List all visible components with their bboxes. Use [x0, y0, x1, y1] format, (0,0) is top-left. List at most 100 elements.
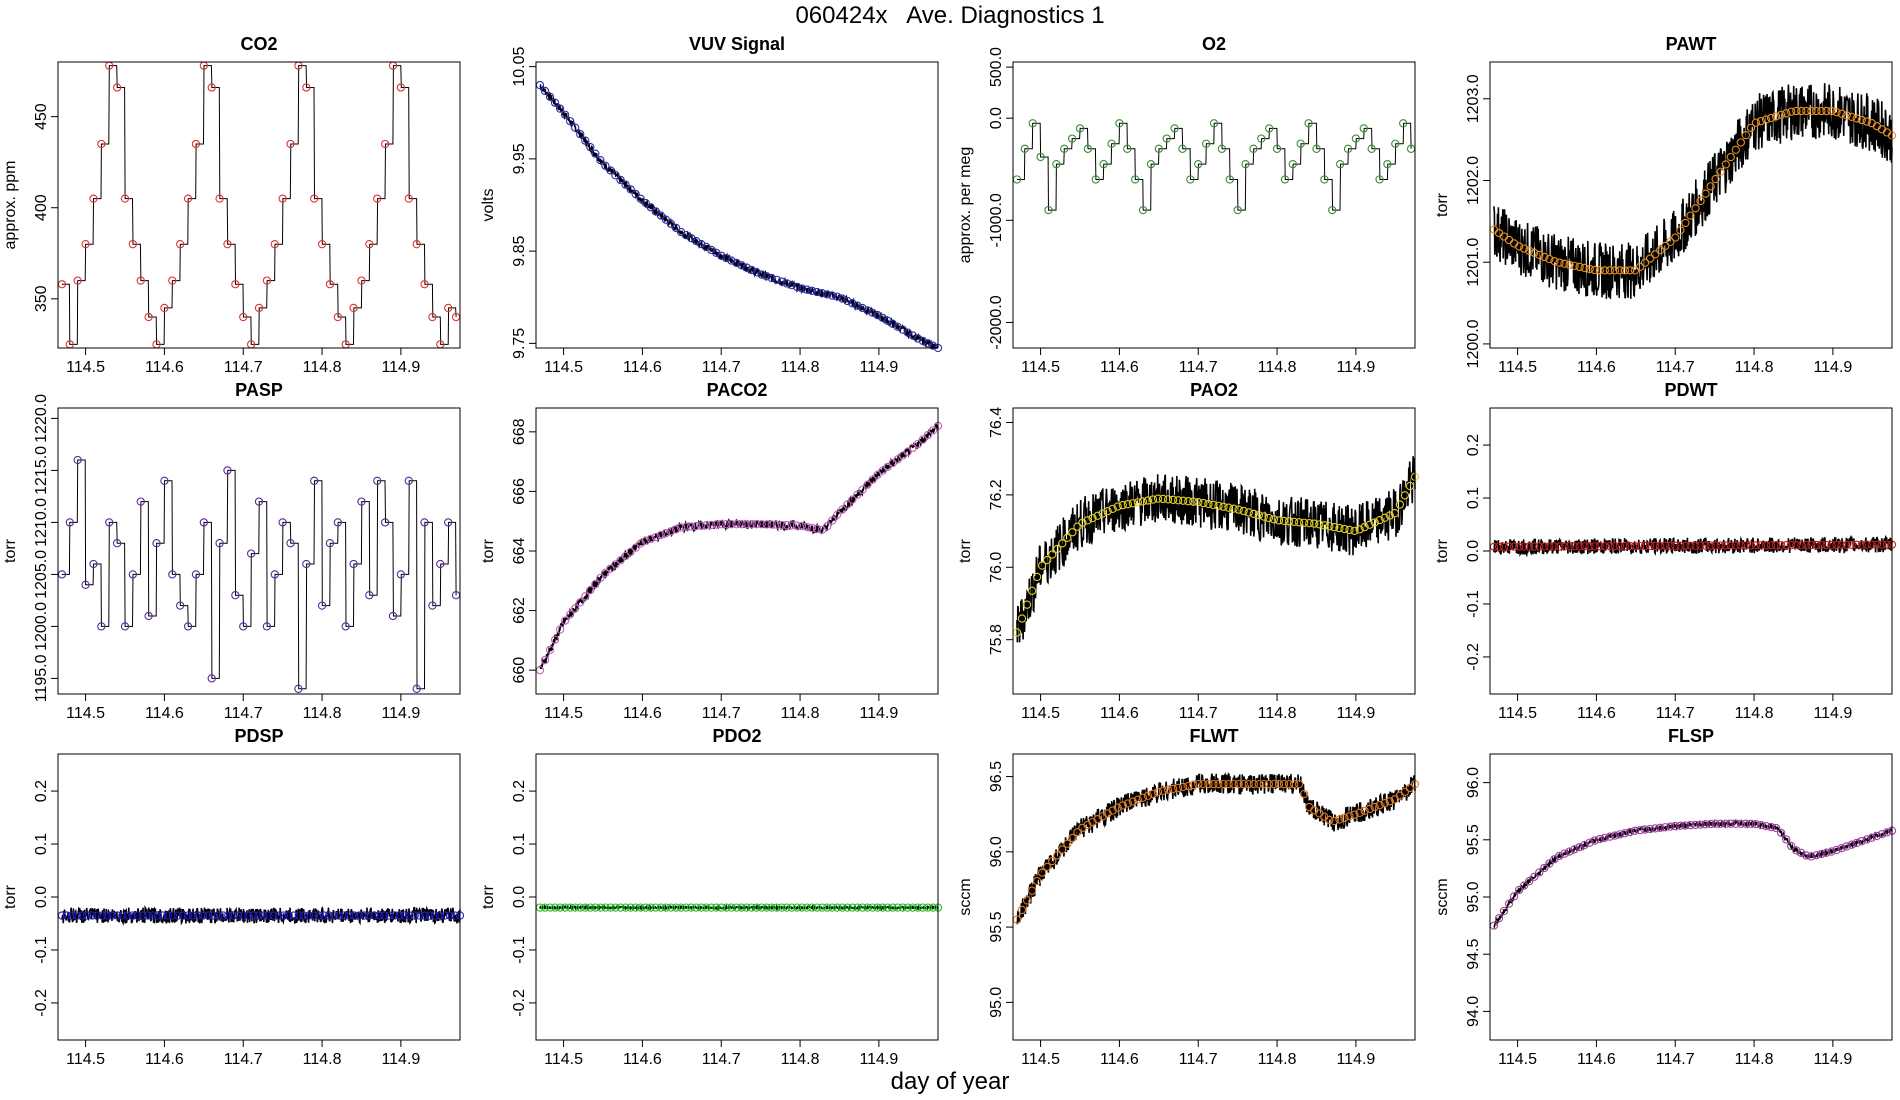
y-tick-label: -2000.0: [988, 295, 1005, 349]
data-point: [325, 280, 335, 289]
data-point: [1615, 830, 1625, 839]
data-point: [631, 189, 640, 199]
y-tick-label: 1201.0: [1465, 238, 1482, 287]
data-point: [168, 570, 177, 579]
data-point: [1351, 134, 1361, 143]
data-point: [1570, 542, 1579, 551]
data-point: [1585, 542, 1594, 551]
data-point: [183, 911, 193, 920]
y-tick-label: 0.2: [33, 780, 50, 802]
data-point: [1060, 144, 1069, 153]
data-point: [1234, 505, 1243, 514]
data-point: [757, 903, 766, 912]
data-point: [1153, 787, 1163, 797]
data-point: [762, 272, 771, 281]
x-tick-label: 114.9: [381, 359, 420, 376]
data-point: [108, 911, 117, 920]
data-point: [1756, 820, 1766, 830]
data-point: [555, 625, 565, 634]
data-point: [1083, 144, 1093, 153]
data-point: [1635, 826, 1645, 835]
data-point: [428, 601, 437, 610]
data-point: [923, 339, 933, 348]
data-point: [112, 83, 122, 92]
data-point: [807, 903, 817, 912]
panel-paco2: PACO2 torr 114.5 114.6 114.7 114.8 114.9 660 662…: [480, 380, 943, 722]
data-point: [566, 117, 575, 126]
data-point: [1610, 541, 1620, 551]
data-point: [1048, 856, 1057, 866]
data-point: [1842, 111, 1851, 120]
data-point: [1671, 541, 1680, 550]
data-point: [223, 240, 232, 249]
data-point: [1782, 541, 1791, 550]
data-point: [671, 223, 681, 233]
data-point: [1058, 539, 1067, 548]
data-point: [1600, 266, 1609, 275]
data-point: [1279, 516, 1289, 526]
data-point: [1340, 524, 1349, 534]
data-point: [62, 911, 72, 920]
data-point: [1620, 266, 1630, 275]
data-point: [1635, 541, 1645, 551]
data-point: [133, 911, 142, 920]
data-point: [1651, 824, 1660, 833]
data-point: [1037, 868, 1047, 877]
data-point: [325, 539, 335, 548]
data-point: [73, 455, 82, 465]
x-tick-label: 114.8: [1258, 359, 1297, 376]
data-point: [1083, 516, 1092, 525]
data-point: [1365, 804, 1374, 814]
data-point: [1832, 540, 1841, 550]
data-point: [1792, 106, 1801, 116]
data-point: [1098, 509, 1107, 518]
data-point: [661, 215, 671, 224]
y-tick-label: 1200.0: [33, 602, 50, 651]
data-point: [1380, 513, 1389, 522]
y-tick-label: 96.5: [988, 761, 1005, 792]
data-point: [908, 903, 917, 912]
data-point: [1857, 540, 1866, 549]
x-tick-label: 114.8: [1258, 705, 1297, 722]
data-point: [223, 466, 232, 475]
data-point: [77, 911, 87, 920]
data-point: [1812, 540, 1821, 550]
data-point: [1179, 496, 1188, 505]
data-point: [1229, 504, 1238, 513]
data-point: [1214, 501, 1223, 510]
data-point: [395, 911, 404, 920]
data-point: [1721, 819, 1730, 828]
data-point: [1726, 819, 1735, 828]
y-tick-label: 76.2: [988, 479, 1005, 510]
y-axis-label: torr: [957, 539, 974, 563]
data-point: [173, 911, 182, 920]
data-point: [812, 524, 822, 534]
y-tick-label: 95.5: [1465, 824, 1482, 855]
panel-title: CO2: [240, 34, 278, 54]
panel-pdo2: PDO2 torr 114.5 114.6 114.7 114.8 114.9 -0.2 -0.…: [480, 726, 943, 1068]
plot-frame: [535, 753, 939, 1041]
data-point: [822, 522, 832, 531]
data-point: [1540, 542, 1549, 551]
data-point: [128, 240, 138, 249]
chart-svg: 114.5 114.6 114.7 114.8 114.9 1200.0 1201.0 120…: [1465, 61, 1897, 376]
data-point: [1797, 848, 1806, 858]
data-point: [1063, 839, 1072, 848]
y-tick-label: 95.5: [988, 911, 1005, 942]
data-point: [722, 253, 731, 263]
y-axis-label: volts: [480, 188, 497, 222]
data-point: [802, 522, 812, 532]
data-point: [601, 568, 610, 577]
plot-frame: [1489, 753, 1893, 1041]
data-point: [1052, 159, 1061, 169]
data-point: [380, 518, 390, 527]
data-point: [1103, 507, 1112, 516]
data-point: [1244, 779, 1253, 789]
data-point: [1499, 906, 1509, 916]
data-point: [1817, 849, 1826, 859]
data-point: [1335, 159, 1345, 169]
data-point: [1174, 496, 1183, 505]
y-axis-label: torr: [1434, 539, 1451, 563]
data-point: [833, 903, 842, 912]
x-tick-label: 114.5: [1021, 1051, 1060, 1068]
